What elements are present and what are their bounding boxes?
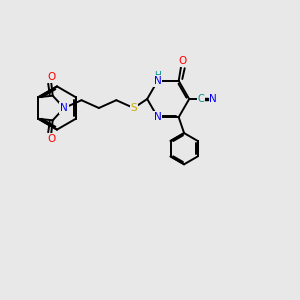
Text: O: O	[178, 56, 186, 66]
Text: N: N	[154, 112, 162, 122]
Text: C: C	[198, 94, 205, 104]
Text: O: O	[47, 134, 55, 144]
Text: N: N	[209, 94, 217, 104]
Text: S: S	[130, 103, 137, 113]
Text: H: H	[154, 71, 161, 80]
Text: O: O	[47, 72, 55, 82]
Text: N: N	[154, 76, 162, 86]
Text: N: N	[60, 103, 68, 113]
